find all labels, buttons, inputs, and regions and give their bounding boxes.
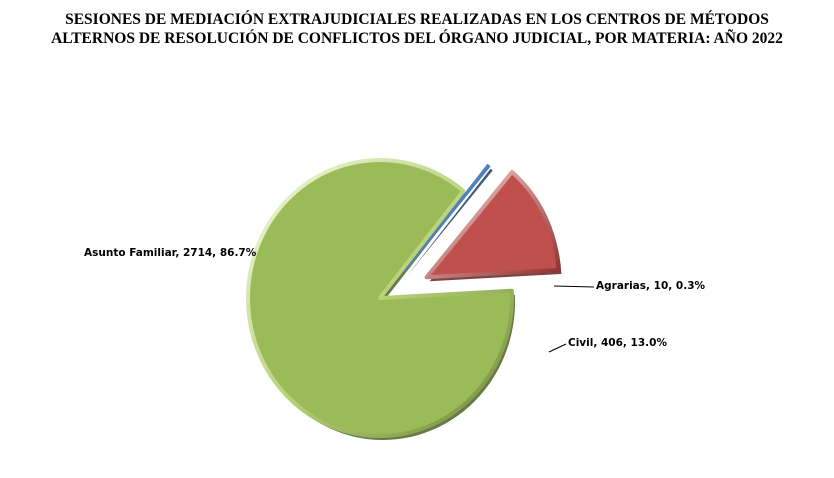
chart-title: SESIONES DE MEDIACIÓN EXTRAJUDICIALES RE… [0, 10, 834, 48]
pie-slice-agrarias[interactable] [403, 163, 491, 273]
data-label-civil: Civil, 406, 13.0% [568, 337, 667, 349]
data-label-asunto-familiar: Asunto Familiar, 2714, 86.7% [84, 247, 257, 259]
pie-slice-asunto-familiar[interactable] [246, 158, 514, 438]
pie-slice-civil[interactable] [424, 169, 561, 280]
chart-title-line-2: ALTERNOS DE RESOLUCIÓN DE CONFLICTOS DEL… [51, 30, 783, 47]
pie-slice-depth-agrarias [407, 168, 493, 276]
chart-title-line-1: SESIONES DE MEDIACIÓN EXTRAJUDICIALES RE… [65, 11, 769, 28]
leader-line-agrarias [553, 285, 595, 288]
leader-line-civil [548, 343, 567, 353]
data-label-agrarias: Agrarias, 10, 0.3% [596, 280, 706, 292]
